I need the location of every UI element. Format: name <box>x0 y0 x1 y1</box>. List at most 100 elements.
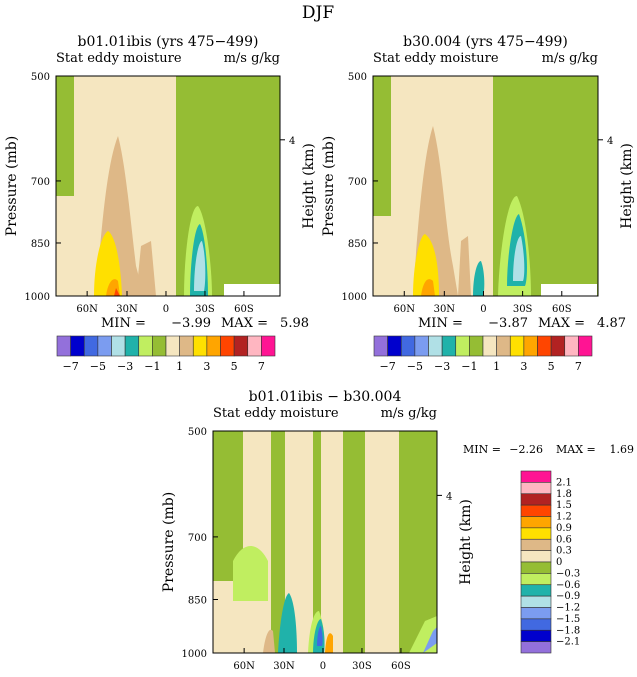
colorbar-box <box>441 335 457 357</box>
plot-frame <box>55 75 281 297</box>
colorbar-label: −1.8 <box>556 625 580 636</box>
colorbar-box <box>428 335 443 357</box>
colorbar-box <box>520 516 552 529</box>
colorbar-label: 0.6 <box>556 534 572 545</box>
contour-fill <box>114 288 120 296</box>
contour-fill <box>365 431 399 653</box>
colorbar-box <box>233 335 249 357</box>
colorbar-label: −5 <box>90 360 106 373</box>
colorbar-box <box>124 335 140 357</box>
colorbar-box <box>520 482 552 495</box>
min-value: −3.87 <box>488 316 528 331</box>
x-tick-label: 30S <box>513 304 533 315</box>
y-tick-label: 500 <box>31 72 50 83</box>
y-tick-label: 850 <box>31 239 50 250</box>
colorbar-box <box>578 335 593 357</box>
colorbar-box <box>520 538 552 551</box>
panel-subtitle-right: m/s g/kg <box>224 51 280 66</box>
contour-fill <box>321 431 343 653</box>
colorbar-box <box>520 629 552 642</box>
colorbar-label: 7 <box>258 360 265 373</box>
colorbar-box <box>455 335 470 357</box>
colorbar-label: −5 <box>407 360 423 373</box>
colorbar-box <box>70 335 85 357</box>
y-axis-right-label: Height (km) <box>301 143 317 229</box>
plot-panel: b01.01ibis (yrs 475−499)Stat eddy moistu… <box>4 34 317 315</box>
colorbar-box <box>520 573 552 586</box>
x-tick-label: 60N <box>76 304 98 315</box>
contour-fill <box>413 234 439 296</box>
contour-fill <box>243 431 271 653</box>
colorbar-label: 1.8 <box>556 489 572 500</box>
colorbar-box <box>520 527 552 540</box>
colorbar-box <box>523 335 538 357</box>
y-tick-label: 1000 <box>25 292 50 303</box>
min-value: −2.26 <box>509 443 543 456</box>
x-tick-label: 0 <box>320 661 326 672</box>
contour-fills <box>56 76 280 296</box>
colorbar-box <box>520 470 552 483</box>
colorbar-label: 7 <box>575 360 582 373</box>
max-value: 1.69 <box>610 443 635 456</box>
colorbar-box <box>520 561 552 574</box>
colorbar-label: 0.9 <box>556 523 572 534</box>
y-axis-label: Pressure (mb) <box>4 136 20 236</box>
colorbar-label: −1.2 <box>556 603 580 614</box>
colorbar-box <box>261 335 276 357</box>
plot-frame <box>212 430 438 654</box>
max-label: MAX = <box>556 443 596 456</box>
colorbar-box <box>97 335 112 357</box>
y-axis-label: Pressure (mb) <box>321 136 337 236</box>
colorbar-label: −7 <box>380 360 396 373</box>
y-tick-label: 700 <box>188 533 207 544</box>
x-tick-label: 0 <box>163 304 169 315</box>
right-tick-label: 4 <box>607 136 613 147</box>
colorbar-label: 1 <box>176 360 183 373</box>
x-tick-label: 30N <box>116 304 138 315</box>
min-label: MIN = <box>418 316 463 331</box>
panel-subtitle-right: m/s g/kg <box>381 406 437 421</box>
colorbar-label: −3 <box>117 360 133 373</box>
colorbar-label: −0.9 <box>556 591 580 602</box>
contour-fill <box>194 241 206 291</box>
contour-fill <box>421 279 435 296</box>
contour-fills <box>213 431 437 653</box>
x-tick-label: 60N <box>233 661 255 672</box>
colorbar-label: −0.6 <box>556 580 580 591</box>
x-tick-label: 30S <box>352 661 372 672</box>
x-tick-label: 60S <box>234 304 254 315</box>
right-tick-label: 4 <box>446 491 452 502</box>
min-label: MIN = <box>101 316 146 331</box>
contour-fill <box>325 633 333 653</box>
x-tick-label: 30S <box>195 304 215 315</box>
y-tick-label: 500 <box>348 72 367 83</box>
colorbar-box <box>152 335 167 357</box>
y-tick-label: 700 <box>348 177 367 188</box>
contour-fill <box>56 196 76 296</box>
colorbar-box <box>179 335 194 357</box>
colorbar-box <box>206 335 221 357</box>
panel-title: b01.01ibis (yrs 475−499) <box>78 34 259 50</box>
colorbar-box <box>520 641 552 654</box>
plot-panel: b30.004 (yrs 475−499)Stat eddy moisture m… <box>321 34 635 315</box>
x-tick-label: 60S <box>552 304 572 315</box>
contour-fills <box>373 76 598 296</box>
panel-subtitle-left: Stat eddy moisture <box>213 406 339 421</box>
colorbar-box <box>387 335 402 357</box>
max-label: MAX = <box>221 316 268 331</box>
y-tick-label: 850 <box>348 239 367 250</box>
colorbar-label: 5 <box>231 360 238 373</box>
colorbar-box <box>373 335 388 357</box>
colorbar-box <box>550 335 566 357</box>
colorbar-box <box>520 584 552 597</box>
colorbar-label: −1 <box>461 360 477 373</box>
colorbar-label: 1 <box>493 360 500 373</box>
colorbar-label: −1 <box>144 360 160 373</box>
colorbar-box <box>469 335 484 357</box>
contour-fill <box>541 284 597 296</box>
figure-title: DJF <box>302 3 334 23</box>
contour-fill <box>458 236 471 296</box>
colorbar-box <box>520 595 552 608</box>
